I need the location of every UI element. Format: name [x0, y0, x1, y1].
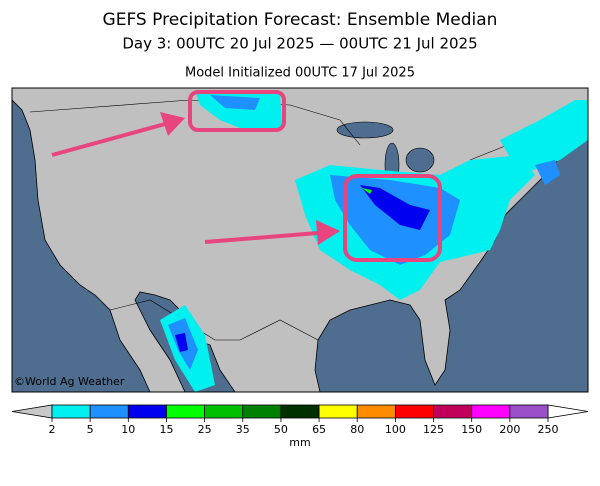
title: GEFS Precipitation Forecast: Ensemble Me…: [103, 10, 498, 30]
colorbar-swatch: [433, 404, 473, 419]
colorbar-swatch: [356, 404, 396, 419]
colorbar-tick-label: 35: [236, 423, 250, 436]
colorbar-swatch: [394, 404, 434, 419]
colorbar-tick-label: 150: [461, 423, 482, 436]
colorbar-tick-label: 5: [87, 423, 94, 436]
colorbar-swatch: [127, 404, 167, 419]
colorbar-unit: mm: [289, 436, 310, 449]
colorbar-tick-label: 200: [499, 423, 520, 436]
colorbar-swatch: [280, 404, 320, 419]
colorbar-tick-label: 100: [385, 423, 406, 436]
colorbar-swatch: [509, 404, 549, 419]
colorbar-under: [11, 404, 53, 419]
colorbar-swatch: [242, 404, 282, 419]
subtitle: Day 3: 00UTC 20 Jul 2025 — 00UTC 21 Jul …: [122, 35, 477, 53]
colorbar-tick-label: 2: [49, 423, 56, 436]
colorbar-tick-label: 10: [121, 423, 135, 436]
colorbar-swatch: [318, 404, 358, 419]
colorbar-tick-label: 250: [538, 423, 559, 436]
colorbar-tick-label: 50: [274, 423, 288, 436]
map-frame: [11, 87, 589, 393]
precip: [160, 90, 588, 392]
colorbar-tick-label: 15: [159, 423, 173, 436]
colorbar-tick-label: 65: [312, 423, 326, 436]
highlights: [188, 90, 442, 262]
colorbar-swatch: [204, 404, 244, 419]
arrows: [51, 112, 340, 245]
colorbar-over: [547, 404, 589, 419]
colorbar-swatch: [89, 404, 129, 419]
colorbar-swatch: [166, 404, 206, 419]
init-time: Model Initialized 00UTC 17 Jul 2025: [185, 66, 415, 81]
colorbar-tick-label: 125: [423, 423, 444, 436]
colorbar-swatch: [471, 404, 511, 419]
credit: ©World Ag Weather: [14, 375, 125, 388]
map: ©World Ag Weather: [11, 87, 589, 393]
colorbar-swatch: [51, 404, 91, 419]
colorbar-tick-label: 80: [350, 423, 364, 436]
colorbar-tick-label: 25: [198, 423, 212, 436]
colorbar: 2 5 10 15 25 35 50 65 80 100 125 150 200 250: [11, 404, 589, 436]
